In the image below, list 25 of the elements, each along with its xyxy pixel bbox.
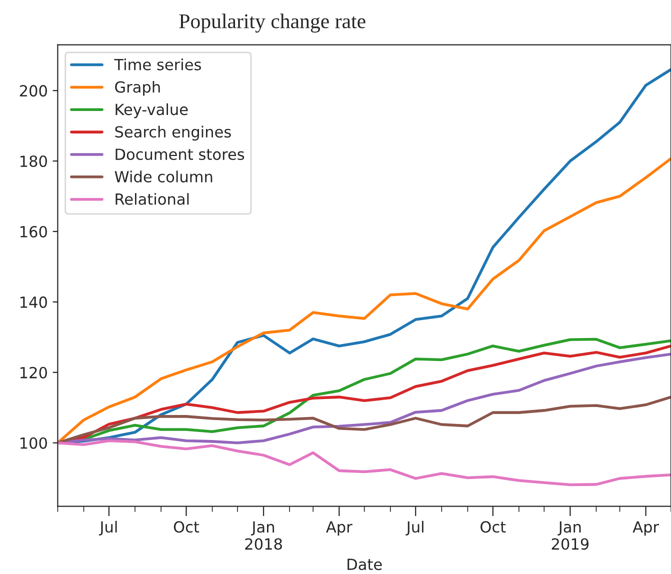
x-tick-label: Jul <box>406 520 424 536</box>
y-tick-label: 200 <box>20 85 47 97</box>
legend-label: Wide column <box>114 170 212 182</box>
x-tick-label: Jan 2019 <box>552 521 589 550</box>
x-tick-label: Oct <box>174 521 200 533</box>
legend-label: Graph <box>115 80 160 96</box>
y-tick-label: 100 <box>20 437 47 449</box>
legend-label: Relational <box>116 193 189 205</box>
y-tick-label: 180 <box>20 155 47 168</box>
legend-label: Document stores <box>116 148 244 160</box>
x-tick-label: Jul <box>98 520 117 536</box>
x-tick-label: Apr <box>632 521 660 536</box>
x-tick-label: Oct <box>480 521 506 533</box>
line-series <box>58 396 671 444</box>
y-tick-label: 140 <box>20 296 47 308</box>
x-tick-label: Jan 2018 <box>245 521 282 550</box>
y-tick-label: 160 <box>20 226 47 238</box>
chart-title: Popularity change rate <box>179 14 366 33</box>
legend-label: Key-value <box>116 103 188 118</box>
legend-label: Search engines <box>115 126 231 141</box>
x-tick-label: Apr <box>326 521 352 536</box>
y-tick-label: 120 <box>20 366 47 378</box>
line-series <box>58 439 671 486</box>
legend-label: Time series <box>114 58 201 70</box>
x-axis-title: Date <box>348 558 382 570</box>
